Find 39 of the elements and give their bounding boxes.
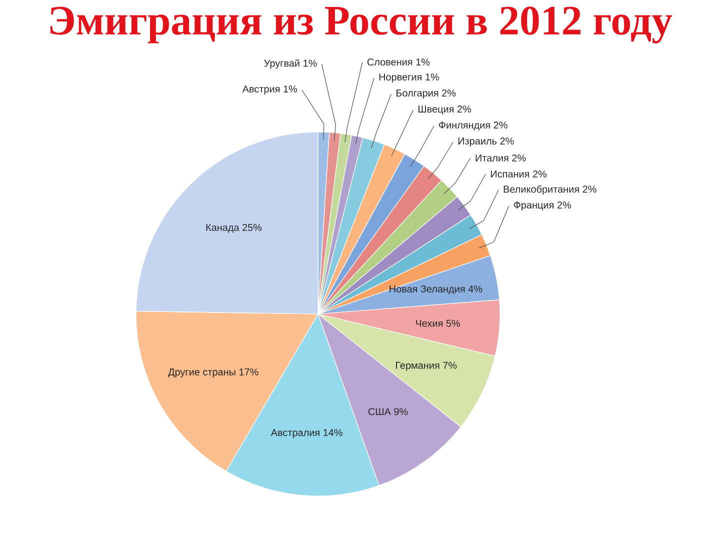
chart-title: Эмиграция из России в 2012 году [50, 6, 672, 44]
slice-label: США [368, 408, 391, 416]
slice-label: Австрия [242, 86, 280, 94]
slice-label: Италия [476, 154, 508, 162]
slice-label: Франция [514, 202, 554, 211]
data-label: 2% [442, 89, 456, 97]
data-label: 9% [394, 408, 408, 416]
data-label: 7% [443, 362, 457, 369]
data-label: 2% [532, 170, 547, 178]
slice-label: Финляндия [439, 122, 490, 130]
data-label: 1% [416, 58, 430, 66]
data-label: 2% [512, 154, 526, 162]
slice-label: Швеция [418, 106, 454, 114]
slice-label: Испания [490, 170, 530, 178]
slice-label: Уругвай [264, 59, 300, 69]
data-label: 4% [468, 285, 482, 292]
slice-label: Австралия [270, 429, 320, 438]
data-label: 2% [494, 122, 508, 129]
slice-label: Израиль [458, 138, 497, 147]
data-label: 2% [457, 106, 472, 113]
slice-label: Новая Зеландия [390, 285, 465, 294]
slice-label: Другие страны [168, 368, 236, 378]
data-label: 2% [500, 137, 514, 145]
data-label: 17% [240, 368, 258, 376]
slice-label: Словения [367, 58, 412, 66]
slice-label: Великобритания [504, 185, 579, 195]
data-label: 2% [557, 201, 571, 209]
data-label: 1% [304, 60, 317, 67]
data-label: 5% [446, 320, 460, 327]
slice-label: Германия [396, 362, 440, 371]
data-label: 1% [426, 74, 439, 80]
slice-label: Чехия [416, 320, 442, 327]
data-label: 25% [242, 224, 262, 231]
slice-label: Болгария [396, 90, 438, 99]
slice-label: Норвегия [379, 74, 422, 82]
data-label: 14% [324, 429, 342, 436]
data-label: 1% [284, 86, 298, 92]
data-label: 2% [582, 186, 596, 193]
slice-label: Канада [206, 224, 240, 233]
